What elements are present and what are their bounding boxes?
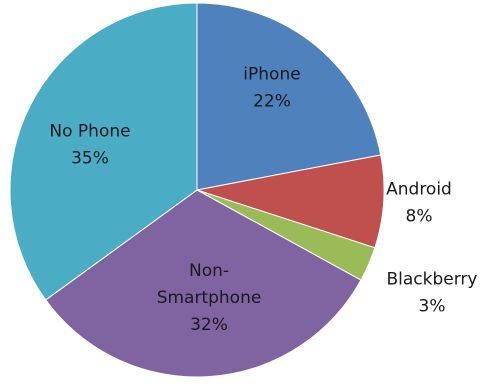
percent-label-blackberry: 3% xyxy=(419,297,446,317)
percent-label-android: 8% xyxy=(406,207,433,227)
data-label-blackberry: Blackberry 3% xyxy=(387,270,478,317)
percent-label-non-smartphone: 32% xyxy=(190,315,228,335)
percent-label-iphone: 22% xyxy=(253,92,291,112)
data-label-no-phone: No Phone 35% xyxy=(49,122,130,169)
data-label-android: Android 8% xyxy=(386,180,452,227)
slice-label-android-0: Android xyxy=(386,180,452,200)
pie-slice-iphone xyxy=(196,2,382,191)
data-label-iphone: iPhone 22% xyxy=(243,65,300,112)
slice-label-no-phone-0: No Phone xyxy=(49,122,130,142)
slice-label-blackberry-0: Blackberry xyxy=(387,270,478,290)
slice-label-non-smartphone-0: Non- xyxy=(189,261,229,281)
percent-label-no-phone: 35% xyxy=(71,149,109,169)
slice-label-iphone-0: iPhone xyxy=(243,65,300,85)
slice-label-non-smartphone-1: Smartphone xyxy=(157,288,262,308)
data-label-non-smartphone: Non- Smartphone 32% xyxy=(157,261,262,335)
pie-slice-non-smartphone xyxy=(45,189,362,378)
pie-slice-android xyxy=(196,154,385,249)
pie-slice-no-phone xyxy=(9,2,198,301)
